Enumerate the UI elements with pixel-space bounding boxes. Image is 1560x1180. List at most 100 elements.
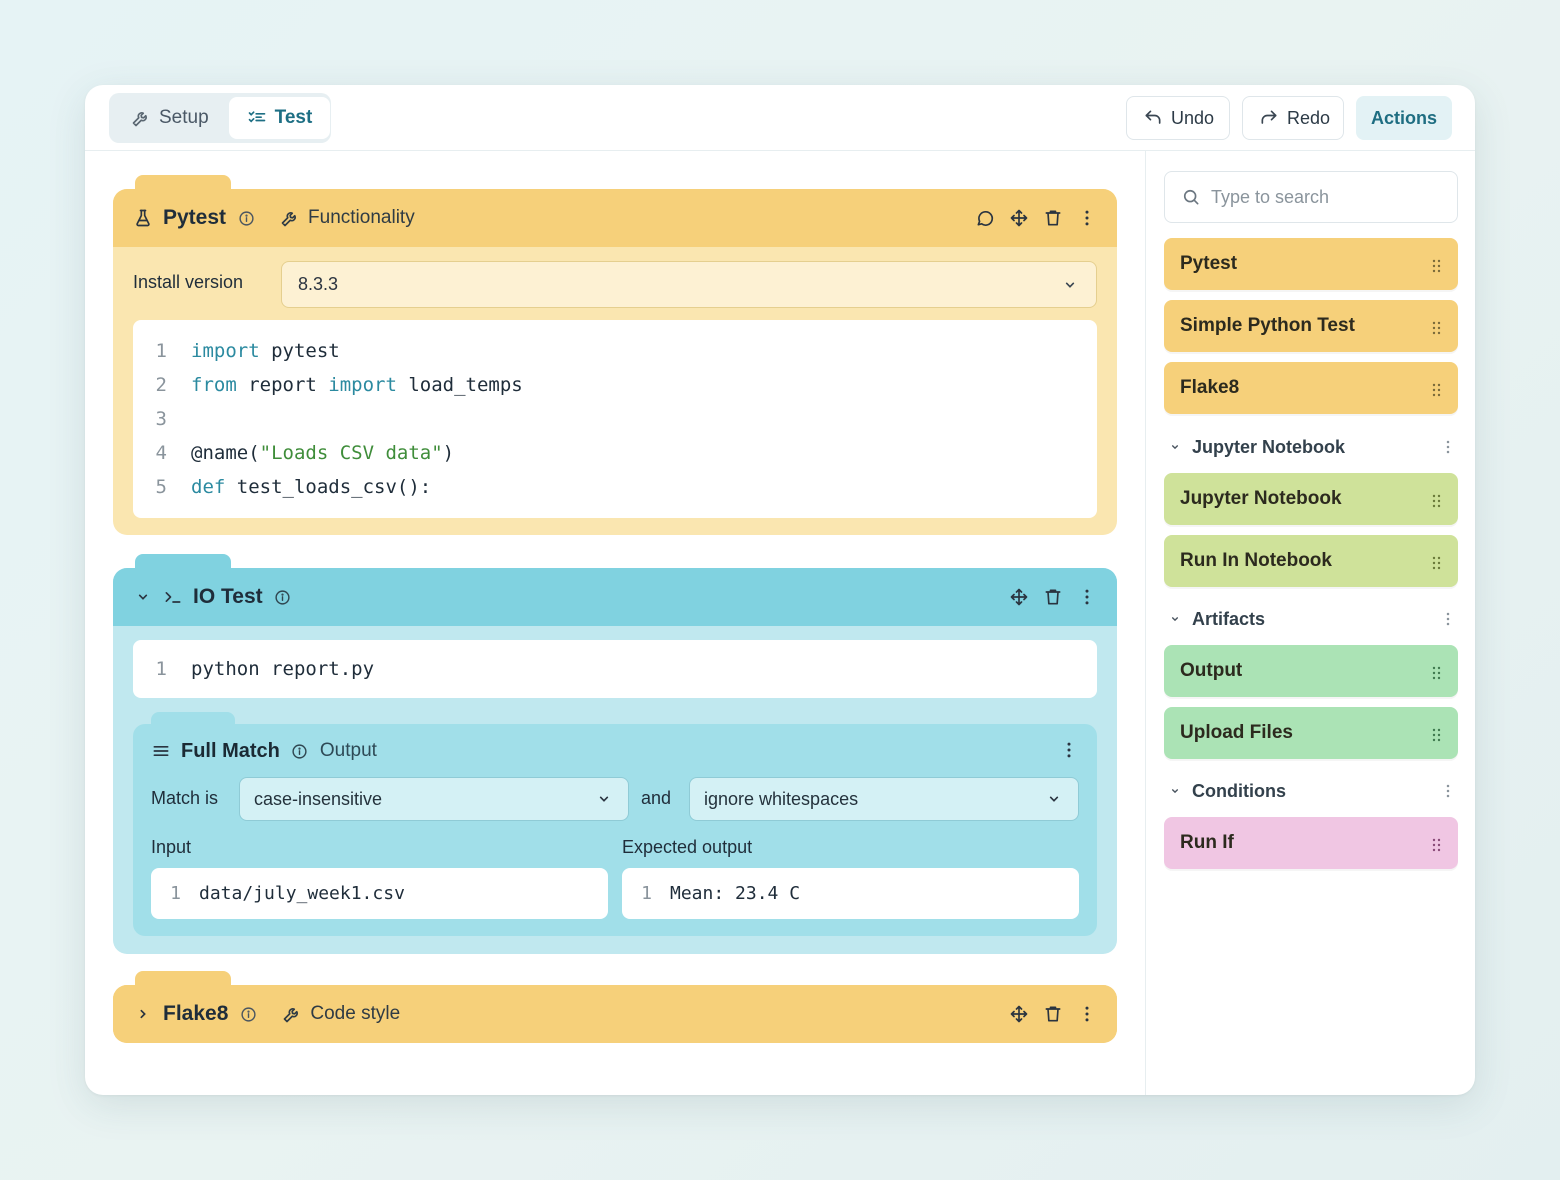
palette-item-jupyter-notebook[interactable]: Jupyter Notebook — [1164, 473, 1458, 525]
more-vertical-icon[interactable] — [1438, 781, 1458, 801]
more-vertical-icon[interactable] — [1059, 740, 1079, 760]
palette-item-label: Output — [1180, 660, 1243, 681]
line-number: 1 — [155, 340, 167, 362]
pytest-block-actions — [975, 208, 1097, 228]
flask-icon — [133, 208, 153, 228]
trash-icon[interactable] — [1043, 587, 1063, 607]
io-test-block-actions — [1009, 587, 1097, 607]
chevron-down-icon[interactable] — [133, 587, 153, 607]
trash-icon[interactable] — [1043, 208, 1063, 228]
move-icon[interactable] — [1009, 208, 1029, 228]
actions-label: Actions — [1371, 107, 1438, 128]
code-line: 4 @name("Loads CSV data") — [133, 436, 1097, 470]
expected-output-label: Expected output — [622, 837, 753, 857]
code-line: 5 def test_loads_csv(): — [133, 470, 1097, 504]
pytest-code-editor[interactable]: 1 import pytest 2 from report import load_t… — [133, 320, 1097, 518]
drag-handle-icon[interactable] — [1432, 319, 1442, 335]
checklist-icon — [247, 108, 267, 128]
comment-icon[interactable] — [975, 208, 995, 228]
palette-item-run-in-notebook[interactable]: Run In Notebook — [1164, 535, 1458, 587]
info-icon[interactable] — [273, 587, 293, 607]
chevron-down-icon — [1168, 781, 1182, 801]
line-number: 1 — [170, 883, 181, 904]
input-value: data/july_week1.csv — [199, 883, 405, 904]
palette-item-output[interactable]: Output — [1164, 645, 1458, 697]
section-jupyter-notebook[interactable]: Jupyter Notebook — [1168, 432, 1458, 462]
flake8-category: Code style — [282, 1003, 400, 1025]
line-number: 5 — [155, 476, 167, 498]
search-input[interactable] — [1211, 186, 1431, 208]
drag-handle-icon[interactable] — [1432, 492, 1442, 508]
more-vertical-icon[interactable] — [1077, 1004, 1097, 1024]
info-icon[interactable] — [290, 741, 310, 761]
palette-search[interactable] — [1164, 171, 1458, 223]
tab-setup[interactable]: Setup — [113, 97, 227, 139]
line-number: 4 — [155, 442, 167, 464]
undo-label: Undo — [1171, 107, 1215, 128]
match-mode-select[interactable]: case-insensitive — [239, 777, 629, 821]
expected-output-editor[interactable]: 1 Mean: 23.4 C — [622, 868, 1079, 919]
more-vertical-icon[interactable] — [1438, 609, 1458, 629]
move-icon[interactable] — [1009, 1004, 1029, 1024]
actions-button[interactable]: Actions — [1356, 96, 1452, 140]
section-label: Jupyter Notebook — [1192, 436, 1346, 457]
more-vertical-icon[interactable] — [1077, 208, 1097, 228]
code-text: @name("Loads CSV data") — [191, 442, 455, 464]
pytest-block-title: Pytest — [163, 206, 227, 229]
mode-tabs: Setup Test — [109, 93, 331, 143]
info-icon[interactable] — [236, 208, 256, 228]
line-number: 2 — [155, 374, 167, 396]
flake8-block: Flake8 Code style — [113, 971, 1117, 1043]
trash-icon[interactable] — [1043, 1004, 1063, 1024]
pytest-category: Functionality — [280, 207, 415, 229]
input-editor[interactable]: 1 data/july_week1.csv — [151, 868, 608, 919]
undo-button[interactable]: Undo — [1126, 96, 1230, 140]
line-number: 1 — [155, 658, 167, 680]
chevron-down-icon — [1168, 437, 1182, 457]
section-conditions[interactable]: Conditions — [1168, 776, 1458, 806]
palette-item-label: Pytest — [1180, 253, 1238, 274]
section-artifacts[interactable]: Artifacts — [1168, 604, 1458, 634]
block-palette: Pytest Simple Python Test Flake8 Jupyter… — [1145, 151, 1475, 1095]
palette-item-flake8[interactable]: Flake8 — [1164, 362, 1458, 414]
palette-item-simple-python-test[interactable]: Simple Python Test — [1164, 300, 1458, 352]
whitespace-mode-select[interactable]: ignore whitespaces — [689, 777, 1079, 821]
palette-item-upload-files[interactable]: Upload Files — [1164, 707, 1458, 759]
move-icon[interactable] — [1009, 587, 1029, 607]
pytest-block-header: Pytest Functionality — [113, 189, 1117, 247]
info-icon[interactable] — [238, 1004, 258, 1024]
match-mode-value: case-insensitive — [254, 788, 383, 809]
more-vertical-icon[interactable] — [1438, 437, 1458, 457]
drag-handle-icon[interactable] — [1432, 257, 1442, 273]
test-canvas: Pytest Functionality — [85, 151, 1145, 1095]
palette-item-label: Upload Files — [1180, 722, 1293, 743]
palette-item-run-if[interactable]: Run If — [1164, 817, 1458, 869]
io-command-editor[interactable]: 1 python report.py — [133, 640, 1097, 698]
install-version-value: 8.3.3 — [298, 274, 339, 294]
top-toolbar: Setup Test Undo Redo Actions — [85, 85, 1475, 151]
and-label: and — [641, 788, 672, 808]
pytest-category-label: Functionality — [308, 207, 415, 228]
chevron-right-icon[interactable] — [133, 1004, 153, 1024]
palette-item-label: Jupyter Notebook — [1180, 488, 1342, 509]
palette-item-label: Run If — [1180, 832, 1234, 853]
drag-handle-icon[interactable] — [1432, 664, 1442, 680]
tab-setup-label: Setup — [159, 107, 209, 128]
undo-icon — [1143, 108, 1163, 128]
more-vertical-icon[interactable] — [1077, 587, 1097, 607]
drag-handle-icon[interactable] — [1432, 554, 1442, 570]
tab-test[interactable]: Test — [228, 97, 331, 139]
block-tab-notch — [151, 712, 235, 728]
line-number: 1 — [641, 883, 652, 904]
io-test-block: IO Test 1 python — [113, 554, 1117, 954]
chevron-down-icon — [1044, 789, 1064, 809]
drag-handle-icon[interactable] — [1432, 381, 1442, 397]
editor-window: Setup Test Undo Redo Actions — [85, 85, 1475, 1095]
redo-button[interactable]: Redo — [1242, 96, 1344, 140]
input-label: Input — [151, 837, 192, 857]
palette-item-pytest[interactable]: Pytest — [1164, 238, 1458, 290]
drag-handle-icon[interactable] — [1432, 726, 1442, 742]
code-text: from report import load_temps — [191, 374, 523, 396]
drag-handle-icon[interactable] — [1432, 836, 1442, 852]
install-version-select[interactable]: 8.3.3 — [281, 261, 1097, 308]
